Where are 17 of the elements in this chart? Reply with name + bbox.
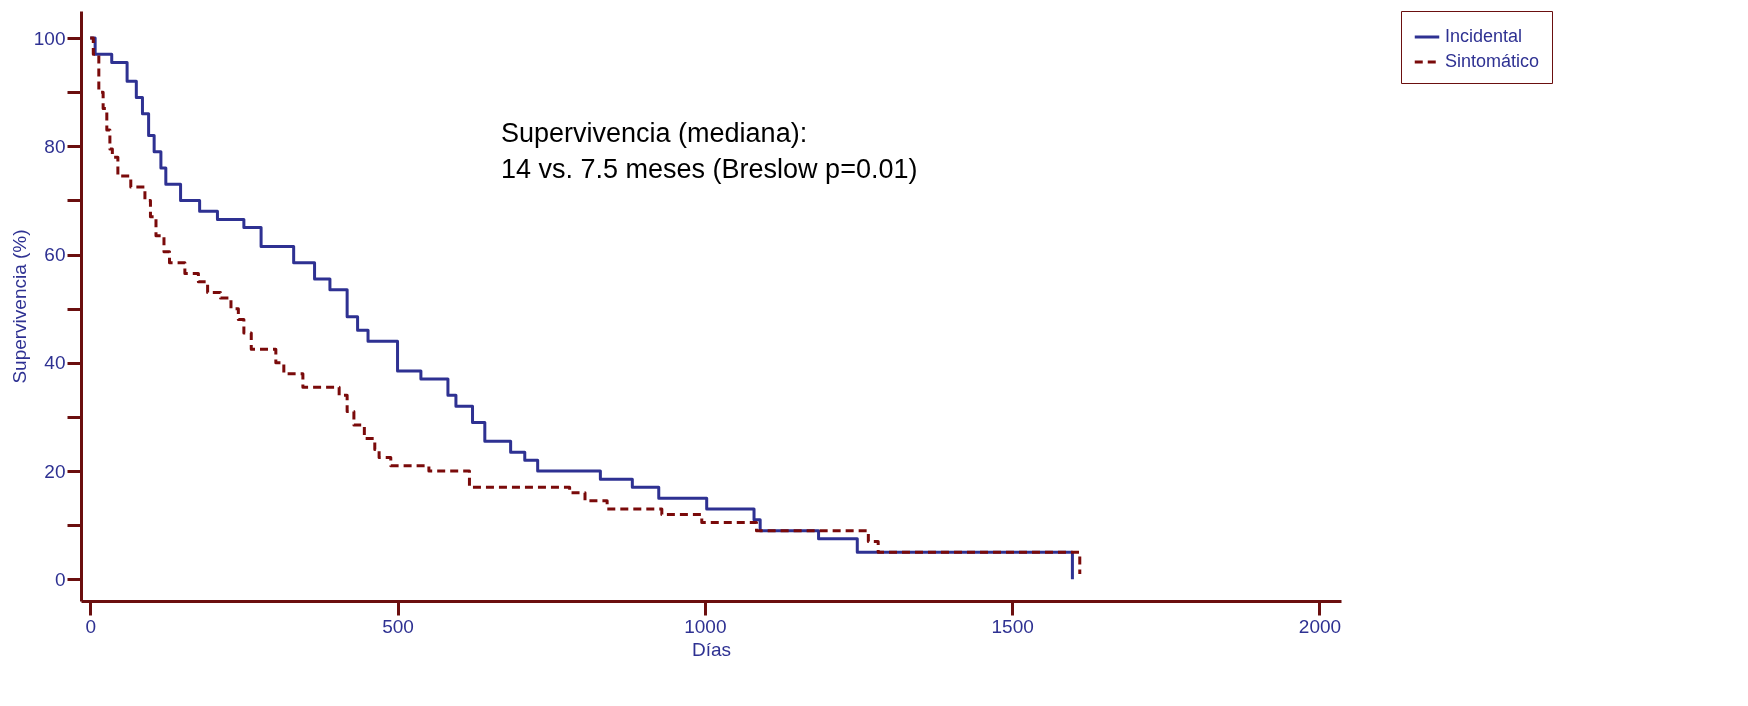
x-tick-label: 1000 (684, 615, 727, 637)
legend-label: Sintomático (1445, 51, 1540, 71)
y-tick-label: 100 (33, 27, 66, 49)
annotation: Supervivencia (mediana): (501, 118, 808, 148)
x-tick-label: 1500 (991, 615, 1034, 637)
x-tick-label: 2000 (1298, 615, 1342, 637)
y-tick-label: 0 (54, 568, 66, 590)
y-tick-label: 20 (44, 460, 66, 482)
x-tick-label: 500 (382, 615, 414, 637)
legend-label: Incidental (1445, 26, 1523, 46)
y-tick-label: 60 (44, 244, 66, 266)
y-tick-label: 80 (44, 135, 66, 157)
x-tick-label: 0 (85, 615, 97, 637)
y-tick-label: 40 (44, 352, 66, 374)
y-axis-title: Supervivencia (%) (8, 229, 30, 384)
x-axis-title: Días (691, 638, 732, 660)
annotation: 14 vs. 7.5 meses (Breslow p=0.01) (501, 154, 918, 184)
